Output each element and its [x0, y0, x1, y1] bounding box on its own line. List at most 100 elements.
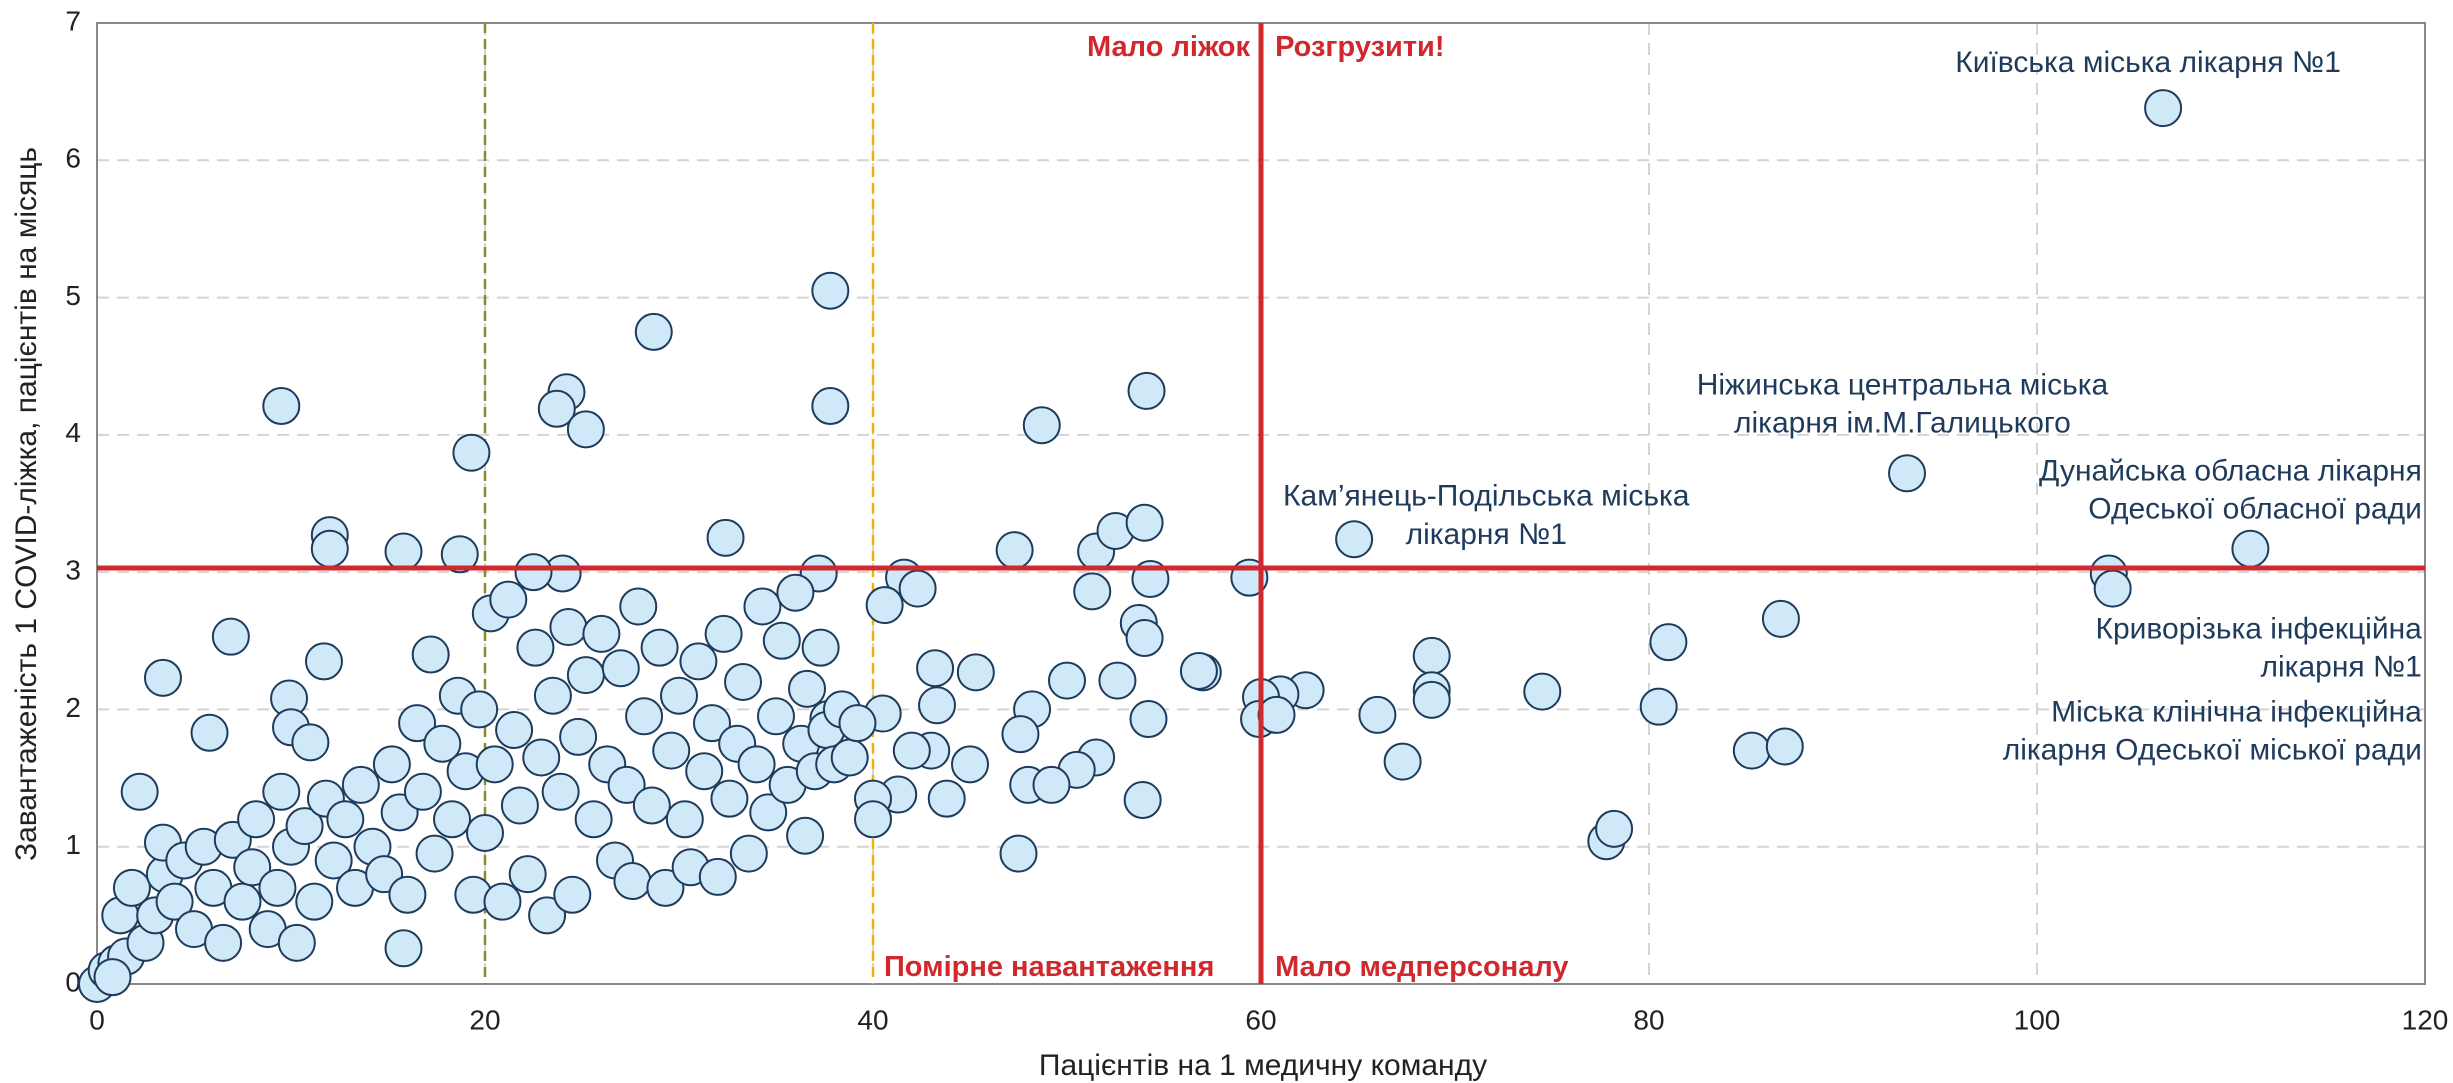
point [310, 529, 349, 568]
x-tick-label: 60 [1245, 1004, 1276, 1035]
point [549, 608, 588, 647]
point [262, 387, 301, 426]
point [1129, 700, 1168, 739]
point [1595, 809, 1634, 848]
point [143, 658, 182, 697]
annotation: Міська клінічна інфекційна [2051, 695, 2422, 728]
annotation: Помірне навантаження [884, 951, 1214, 983]
y-tick-label: 4 [65, 417, 81, 448]
y-tick-label: 5 [65, 280, 81, 311]
point [1761, 599, 1800, 638]
point [1888, 454, 1927, 493]
annotation: лікарня №1 [1406, 518, 1567, 551]
point [574, 800, 613, 839]
point [411, 635, 450, 674]
annotation: лікарня №1 [2261, 651, 2422, 684]
x-tick-label: 20 [469, 1004, 500, 1035]
point [788, 669, 827, 708]
annotation: Мало медперсоналу [1275, 951, 1568, 983]
point [423, 724, 462, 763]
point [475, 745, 514, 784]
point [190, 713, 229, 752]
point [388, 875, 427, 914]
point [398, 704, 437, 743]
point [285, 807, 324, 846]
annotation: Ніжинська центральна міська [1697, 368, 2109, 401]
point [811, 271, 850, 310]
point [582, 614, 621, 653]
point [729, 834, 768, 873]
point [460, 690, 499, 729]
y-tick-label: 6 [65, 143, 81, 174]
point [516, 628, 555, 667]
point [1022, 406, 1061, 445]
point [762, 621, 801, 660]
point [811, 387, 850, 426]
point [237, 800, 276, 839]
point [528, 896, 567, 935]
point [384, 929, 423, 968]
point [483, 882, 522, 921]
point [258, 868, 297, 907]
x-tick-label: 40 [857, 1004, 888, 1035]
point [776, 573, 815, 612]
annotation: Мало ліжок [1087, 31, 1250, 63]
point [2093, 569, 2132, 608]
point [262, 772, 301, 811]
point [112, 868, 151, 907]
point [1123, 781, 1162, 820]
point [341, 765, 380, 804]
y-tick-label: 7 [65, 5, 81, 36]
point [652, 731, 691, 770]
point [466, 813, 504, 852]
point [916, 649, 955, 688]
point [500, 786, 539, 825]
y-tick-label: 1 [65, 829, 81, 860]
point [553, 875, 592, 914]
point [314, 841, 353, 880]
point [698, 857, 737, 896]
point [566, 410, 605, 449]
point [1639, 687, 1678, 726]
point [854, 800, 892, 839]
point [2144, 89, 2183, 128]
point [291, 723, 330, 762]
y-tick-label: 0 [65, 966, 81, 997]
point [749, 793, 788, 832]
point [495, 711, 534, 750]
y-tick-label: 3 [65, 555, 81, 586]
x-tick-label: 100 [2014, 1004, 2061, 1035]
point [632, 786, 671, 825]
point [724, 662, 763, 701]
point [838, 704, 877, 743]
point [559, 717, 598, 756]
point [830, 738, 869, 777]
point [1125, 619, 1164, 658]
point [679, 642, 718, 681]
point [619, 587, 658, 626]
x-tick-label: 80 [1633, 1004, 1664, 1035]
point [634, 312, 673, 351]
point [2231, 529, 2270, 568]
y-axis-label: Завантаженість 1 COVID-ліжка, пацієнтів … [10, 147, 43, 861]
point [786, 816, 825, 855]
point [706, 518, 745, 557]
point [951, 745, 989, 784]
point [646, 868, 685, 907]
point [326, 800, 365, 839]
annotation: Одеської обласної ради [2088, 493, 2422, 526]
point [1179, 651, 1218, 690]
point [999, 834, 1038, 873]
point [452, 433, 491, 472]
point [1125, 503, 1164, 542]
point [277, 923, 316, 962]
point [613, 862, 652, 901]
point [956, 653, 995, 692]
point [1257, 695, 1296, 734]
point [415, 834, 454, 873]
point [692, 704, 731, 743]
point [737, 745, 776, 784]
annotation: Кам’янець-Подільська міська [1283, 479, 1690, 512]
point [223, 882, 262, 921]
point [640, 628, 679, 667]
